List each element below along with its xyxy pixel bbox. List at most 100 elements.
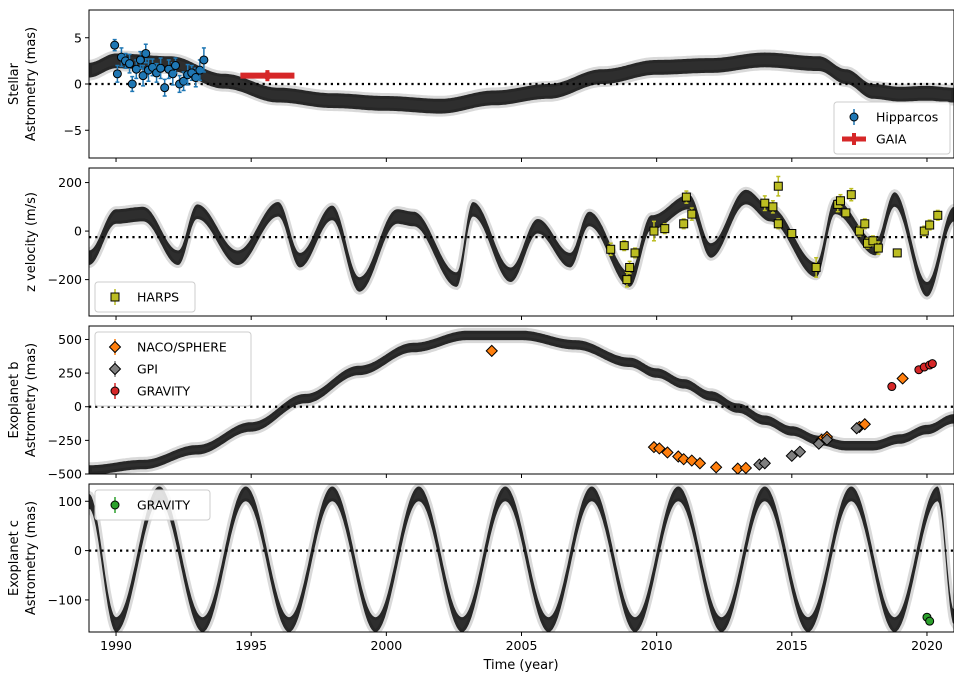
series-hipparcos: [110, 38, 209, 97]
series-naco-sphere: [485, 344, 909, 474]
data-point: [933, 210, 943, 220]
legend: Hipparcos GAIA: [833, 101, 951, 155]
posterior-band-3: [89, 327, 954, 474]
legend-marker: [108, 362, 122, 376]
series-gpi: [753, 422, 863, 471]
series-gaia: [240, 70, 295, 82]
data-point: [887, 382, 897, 392]
legend-label: GRAVITY: [137, 498, 190, 513]
legend-marker: [849, 112, 859, 122]
x-tick-label: 2015: [776, 638, 808, 653]
data-point: [606, 244, 616, 254]
data-point: [812, 437, 826, 450]
data-point: [653, 442, 666, 455]
y-axis-label: Stellar: [7, 62, 22, 105]
data-point: [850, 422, 863, 435]
series-gravity: [922, 612, 935, 626]
y-tick-label: 0: [74, 77, 82, 92]
data-point: [739, 461, 753, 474]
legend-marker: [110, 386, 120, 396]
data-point: [693, 457, 707, 470]
posterior-band: [89, 484, 954, 632]
data-point: [925, 220, 935, 230]
data-point: [860, 219, 870, 229]
data-point: [925, 616, 935, 626]
panel-3: 500 250 0 −250 −500 Exoplanet b Astrometry (ma…: [7, 325, 954, 482]
panel-4: 100 0 −100 1990 1995 2000 2005 2010 2015 2020 Exop…: [7, 483, 954, 653]
data-point: [854, 226, 864, 236]
posterior-band-4: [89, 484, 954, 632]
data-point: [661, 446, 674, 459]
data-point: [660, 224, 670, 234]
data-point: [846, 190, 856, 200]
data-point: [709, 461, 723, 474]
data-point: [787, 229, 797, 239]
legend: GRAVITY: [94, 489, 211, 521]
legend-label: Hipparcos: [876, 110, 938, 125]
data-point: [622, 275, 632, 285]
data-point: [138, 71, 148, 81]
data-point: [677, 452, 690, 466]
data-point: [768, 202, 778, 212]
y-axis-label: Astrometry (mas): [24, 343, 39, 457]
data-point: [841, 208, 851, 218]
data-point: [927, 359, 937, 369]
legend-box: [94, 489, 211, 521]
y-tick-label: 500: [58, 332, 82, 347]
data-point: [160, 83, 170, 93]
data-point: [135, 55, 145, 65]
legend-box: [94, 281, 196, 313]
data-point: [112, 69, 122, 79]
data-point: [896, 372, 909, 385]
data-point: [199, 55, 209, 65]
data-point: [195, 65, 205, 75]
x-tick-label: 2000: [370, 638, 402, 653]
panel-2: 200 0 −200 z velocity (m/s) HARPS: [24, 167, 954, 320]
legend-marker: [110, 292, 120, 302]
legend-label: NACO/SPHERE: [137, 340, 227, 355]
data-point: [125, 59, 135, 69]
x-tick-label: 1995: [235, 638, 267, 653]
data-point: [773, 181, 783, 191]
posterior-band-1: [89, 49, 954, 117]
legend-label: HARPS: [137, 290, 179, 305]
y-axis-label: Astrometry (mas): [24, 27, 39, 141]
posterior-band-2: [89, 186, 954, 300]
y-tick-label: −250: [48, 433, 82, 448]
y-axis-label: z velocity (m/s): [24, 192, 39, 292]
data-point: [785, 449, 799, 463]
data-point: [687, 209, 697, 219]
y-axis-label: Astrometry (mas): [24, 501, 39, 615]
data-point: [171, 61, 180, 70]
y-tick-label: 100: [58, 494, 82, 509]
x-tick-label: 2020: [911, 638, 943, 653]
data-point: [820, 433, 834, 446]
data-point: [868, 236, 878, 246]
posterior-band: [89, 327, 954, 474]
y-axis-label: Exoplanet b: [7, 361, 22, 438]
data-point: [919, 226, 929, 236]
data-point: [263, 71, 272, 80]
data-point: [131, 64, 141, 74]
x-tick-label: 1990: [100, 638, 132, 653]
data-point: [649, 226, 659, 236]
data-point: [758, 457, 771, 470]
legend-box: [94, 331, 252, 407]
data-point: [127, 79, 137, 89]
data-point: [773, 219, 783, 229]
legend: NACO/SPHERE GPI GRAVITY: [94, 331, 252, 407]
y-axis-label: Exoplanet c: [7, 520, 22, 596]
data-point: [679, 219, 689, 229]
y-tick-label: −500: [48, 467, 82, 482]
data-point: [793, 445, 807, 459]
y-tick-label: 5: [74, 30, 82, 45]
y-tick-label: −100: [48, 592, 82, 607]
legend-label: GRAVITY: [137, 384, 190, 399]
data-point: [619, 241, 629, 251]
data-point: [625, 262, 635, 272]
legend-label: GPI: [137, 362, 158, 377]
posterior-band: [89, 186, 954, 300]
legend: HARPS: [94, 281, 196, 313]
